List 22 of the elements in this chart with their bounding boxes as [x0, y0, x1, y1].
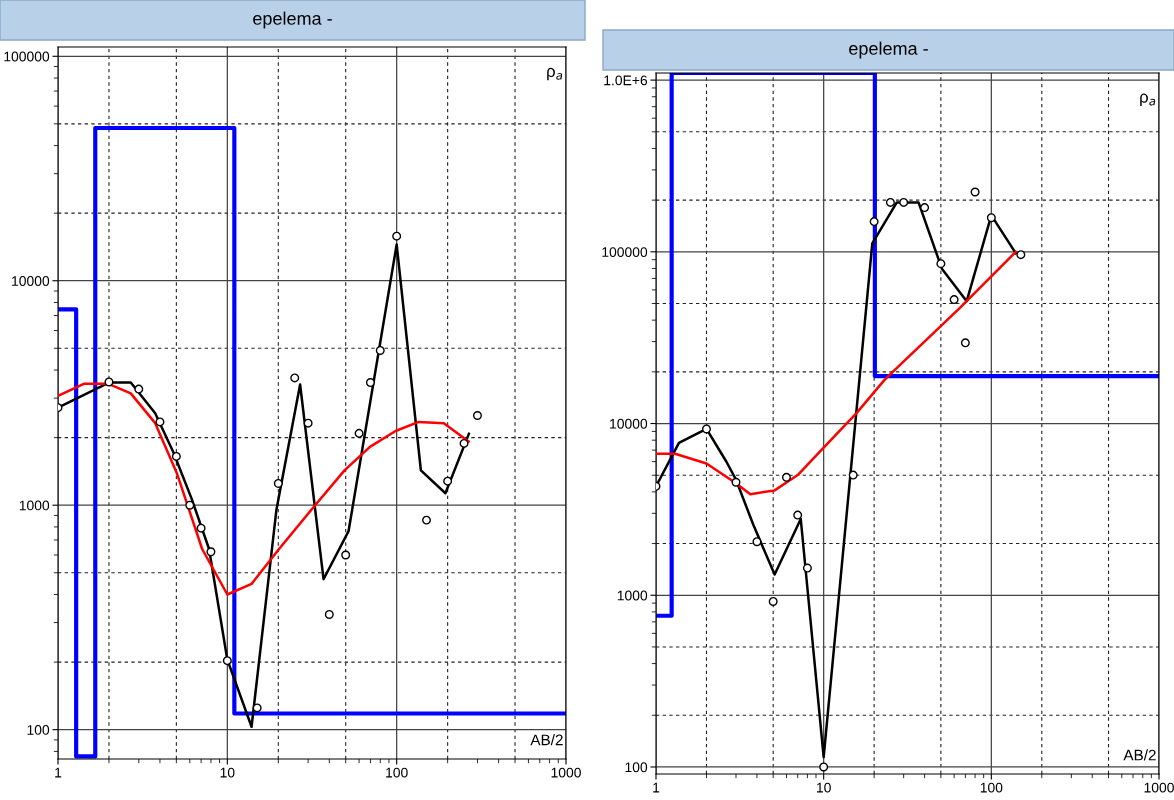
x-tick-label: 1 [653, 782, 660, 793]
x-axis-title: AB/2 [1123, 749, 1156, 761]
x-tick-label: 10 [817, 782, 831, 793]
y-tick-label: 10000 [610, 418, 648, 429]
x-axis-title: AB/2 [530, 734, 563, 746]
y-tick-label: 1000 [617, 590, 648, 601]
x-tick-label: 100 [980, 782, 1003, 793]
y-tick-label: 10000 [12, 276, 50, 286]
x-tick-label: 1000 [551, 767, 581, 778]
y-axis-title: ρ$_{a}$ [1140, 93, 1156, 106]
x-tick-label: 100 [386, 767, 408, 778]
y-tick-label: 1.0E+6 [604, 75, 648, 86]
y-tick-label: 100 [27, 724, 50, 735]
chart-title: epelema - [849, 41, 928, 59]
y-tick-label: 100000 [602, 247, 648, 257]
chart-title: epelema - [253, 11, 332, 29]
y-tick-label: 100000 [4, 51, 50, 62]
y-tick-label: 1000 [19, 500, 50, 511]
x-tick-label: 10 [220, 767, 235, 778]
y-axis-title: ρ$_{a}$ [547, 67, 563, 81]
x-tick-label: 1000 [1144, 782, 1174, 793]
x-tick-label: 1 [55, 767, 62, 778]
